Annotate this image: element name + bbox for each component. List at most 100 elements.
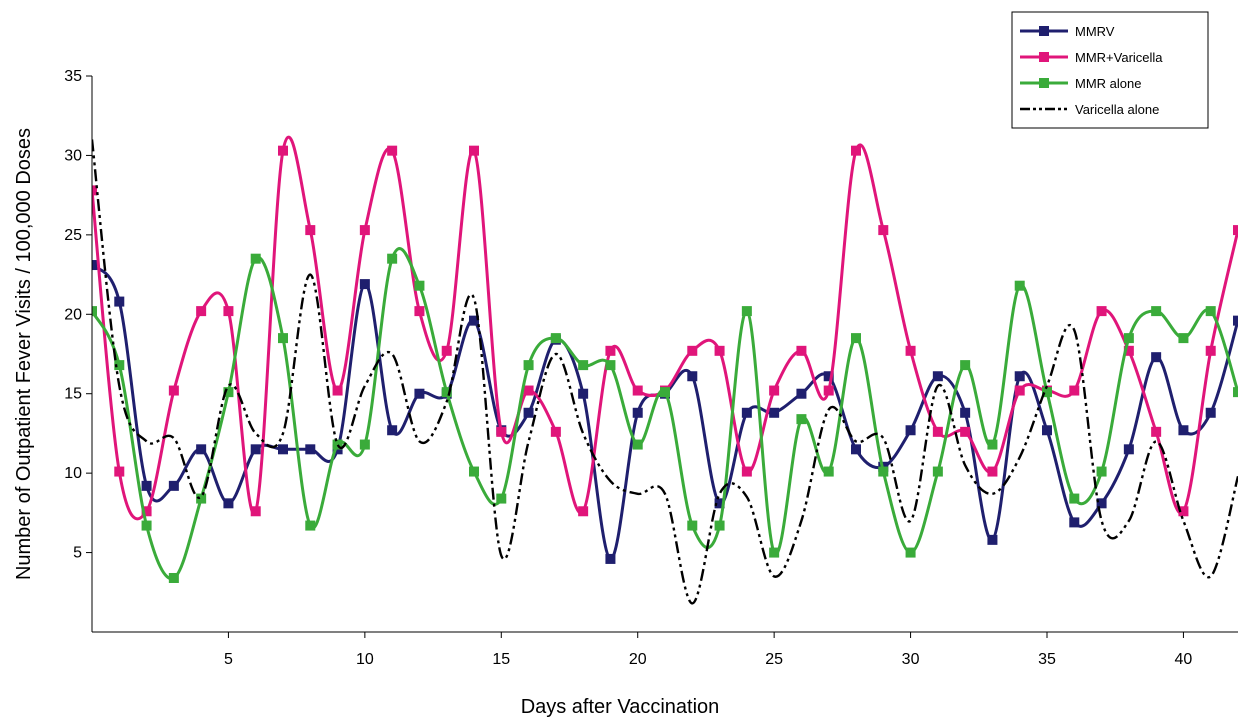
data-point-mmr-varicella: [987, 466, 998, 477]
data-point-mmr-alone: [250, 253, 261, 264]
series-mmr-alone: [92, 247, 1238, 583]
legend-items: MMRV MMR+Varicella MMR alone Varicella alon…: [1020, 24, 1163, 117]
data-point-mmr-varicella: [550, 426, 561, 437]
data-point-mmr-alone: [823, 466, 834, 477]
data-point-mmrv: [523, 407, 534, 418]
data-point-mmrv: [114, 296, 125, 307]
data-point-mmr-varicella: [1233, 225, 1238, 236]
data-point-mmr-varicella: [1123, 345, 1134, 356]
data-point-mmr-alone: [1151, 306, 1162, 317]
data-point-mmr-alone: [714, 520, 725, 531]
data-point-mmr-varicella: [305, 225, 316, 236]
y-tick-label: 35: [64, 68, 82, 85]
data-point-mmr-varicella: [168, 385, 179, 396]
data-point-mmr-alone: [1205, 306, 1216, 317]
data-point-mmr-alone: [92, 306, 97, 317]
data-point-mmr-alone: [1069, 493, 1080, 504]
data-point-mmr-alone: [387, 253, 398, 264]
data-point-mmr-varicella: [741, 466, 752, 477]
data-point-mmr-alone: [496, 493, 507, 504]
data-point-mmr-alone: [632, 439, 643, 450]
legend-item-mmr-varicella: MMR+Varicella: [1020, 50, 1163, 65]
data-point-mmrv: [278, 444, 288, 455]
legend-item-mmrv: MMRV: [1020, 24, 1115, 39]
data-point-mmr-varicella: [1096, 306, 1107, 317]
data-point-mmr-varicella: [687, 345, 698, 356]
data-point-mmr-alone: [578, 360, 589, 371]
data-point-mmrv: [769, 407, 780, 418]
data-point-mmr-alone: [932, 466, 943, 477]
data-point-mmr-alone: [441, 387, 452, 398]
data-point-mmr-varicella: [851, 145, 861, 156]
data-point-mmrv: [1151, 352, 1162, 363]
y-tick-label: 20: [64, 306, 82, 323]
data-point-mmr-varicella: [523, 385, 534, 396]
y-tick-label: 10: [64, 465, 82, 482]
data-point-mmr-alone: [905, 547, 916, 558]
legend-label-mmrv: MMRV: [1075, 24, 1115, 39]
data-point-mmr-varicella: [496, 426, 507, 437]
x-tick-label: 20: [629, 651, 647, 668]
data-point-mmrv: [1178, 425, 1189, 436]
data-point-mmr-alone: [1233, 387, 1238, 398]
data-point-mmr-varicella: [960, 426, 971, 437]
data-point-mmr-alone: [1123, 333, 1134, 344]
data-point-mmr-varicella: [1014, 385, 1025, 396]
data-point-mmr-varicella: [114, 466, 125, 477]
legend-label-mmr-varicella: MMR+Varicella: [1075, 50, 1163, 65]
data-point-mmr-varicella: [878, 225, 889, 236]
data-point-mmr-varicella: [141, 506, 152, 517]
data-point-mmrv: [796, 388, 807, 399]
data-point-mmr-alone: [114, 360, 125, 371]
data-point-mmrv: [605, 553, 616, 564]
data-point-mmrv: [414, 388, 425, 399]
legend-label-varicella-alone: Varicella alone: [1075, 102, 1159, 117]
data-point-mmr-alone: [741, 306, 752, 317]
axes-layer: 5 10 15 20 25 30 35 5 10 15 20 25 30 35 40: [64, 68, 1238, 668]
data-point-mmr-alone: [332, 439, 343, 450]
x-tick-label: 30: [902, 651, 920, 668]
data-point-mmr-alone: [1042, 387, 1052, 398]
data-point-mmr-alone: [305, 520, 316, 531]
data-point-mmr-alone: [960, 360, 971, 371]
data-point-mmr-varicella: [92, 185, 97, 196]
data-point-mmr-alone: [359, 439, 370, 450]
data-point-mmr-alone: [1096, 466, 1107, 477]
data-point-mmr-alone: [223, 387, 234, 398]
data-point-mmr-varicella: [250, 506, 261, 517]
legend-item-mmr-alone: MMR alone: [1020, 76, 1141, 91]
x-tick-label: 10: [356, 651, 374, 668]
data-point-mmrv: [1096, 498, 1107, 509]
data-point-mmr-alone: [1014, 280, 1025, 291]
data-point-mmr-alone: [769, 547, 780, 558]
series-mmrv: [92, 260, 1238, 564]
data-point-mmrv: [932, 371, 943, 382]
data-point-mmrv: [168, 480, 179, 491]
data-point-mmr-alone: [851, 333, 861, 344]
data-point-mmr-varicella: [332, 385, 343, 396]
data-point-mmr-alone: [987, 439, 998, 450]
data-point-mmr-varicella: [632, 385, 643, 396]
data-point-mmr-varicella: [605, 345, 616, 356]
data-point-mmrv: [987, 534, 998, 545]
data-point-mmr-alone: [278, 333, 288, 344]
data-point-mmr-varicella: [441, 345, 452, 356]
y-axis-title: Number of Outpatient Fever Visits / 100,…: [13, 128, 35, 580]
data-point-mmr-varicella: [387, 145, 398, 156]
y-tick-label: 5: [73, 545, 82, 562]
y-tick-label: 15: [64, 386, 82, 403]
legend-marker-mmr-alone: [1039, 78, 1049, 88]
data-point-mmrv: [741, 407, 752, 418]
legend-label-mmr-alone: MMR alone: [1075, 76, 1141, 91]
data-point-mmr-alone: [1178, 333, 1189, 344]
legend-item-varicella-alone: Varicella alone: [1020, 102, 1159, 117]
data-point-mmr-varicella: [414, 306, 425, 317]
data-point-mmr-alone: [141, 520, 152, 531]
data-point-mmrv: [905, 425, 916, 436]
data-point-mmr-alone: [796, 414, 807, 425]
data-point-mmr-alone: [878, 466, 889, 477]
x-tick-label: 5: [224, 651, 233, 668]
y-tick-label: 30: [64, 147, 82, 164]
data-point-mmrv: [305, 444, 316, 455]
data-point-mmr-alone: [605, 360, 616, 371]
